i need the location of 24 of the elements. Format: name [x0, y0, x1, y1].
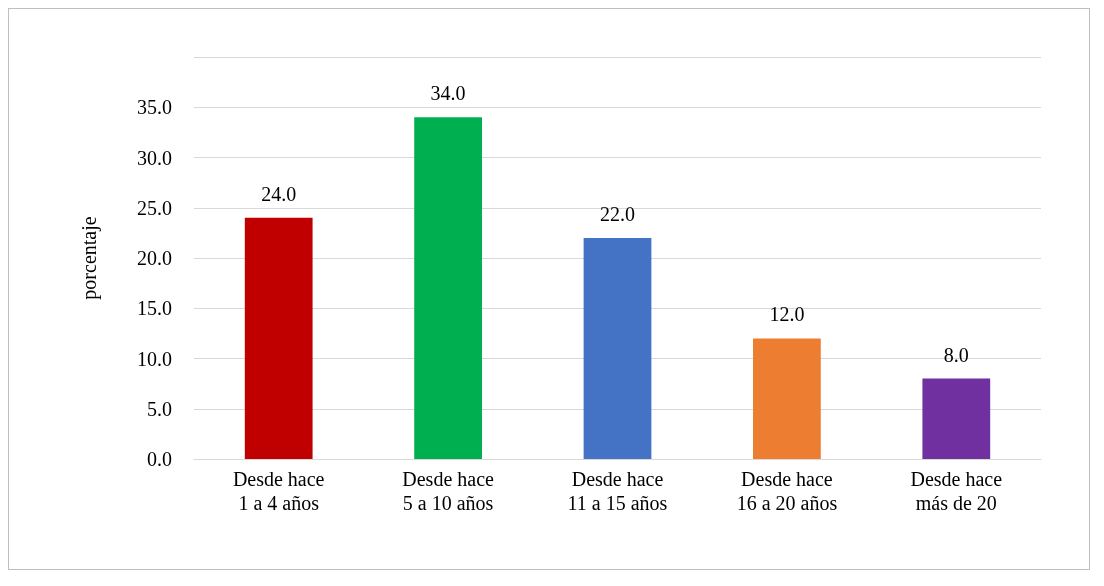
y-tick-label: 30.0 [137, 146, 172, 169]
data-label: 12.0 [769, 303, 805, 326]
bar [244, 217, 313, 459]
y-tick-label: 0.0 [147, 448, 172, 470]
x-tick-label: Desde hace 5 a 10 años [402, 468, 495, 514]
x-tick-label: Desde hace más de 20 [910, 468, 1003, 514]
y-tick-label: 25.0 [137, 196, 172, 219]
bar [414, 117, 482, 459]
y-tick-label: 10.0 [137, 347, 172, 370]
x-tick-label: Desde hace 16 a 20 años [736, 468, 838, 514]
y-tick-label: 5.0 [147, 397, 172, 420]
data-label: 22.0 [600, 202, 635, 225]
y-axis-title: porcentaje [78, 216, 101, 300]
data-label: 34.0 [430, 82, 466, 105]
x-tick-label: Desde hace 11 a 15 años [567, 468, 668, 514]
data-label: 24.0 [261, 182, 297, 205]
y-tick-label: 20.0 [137, 247, 172, 269]
bar [583, 237, 652, 459]
bar [922, 378, 991, 459]
y-tick-label: 15.0 [137, 297, 172, 320]
bar [753, 338, 821, 459]
y-tick-label: 35.0 [137, 96, 172, 119]
data-label: 8.0 [943, 343, 969, 366]
x-tick-label: Desde hace 1 a 4 años [232, 468, 325, 514]
